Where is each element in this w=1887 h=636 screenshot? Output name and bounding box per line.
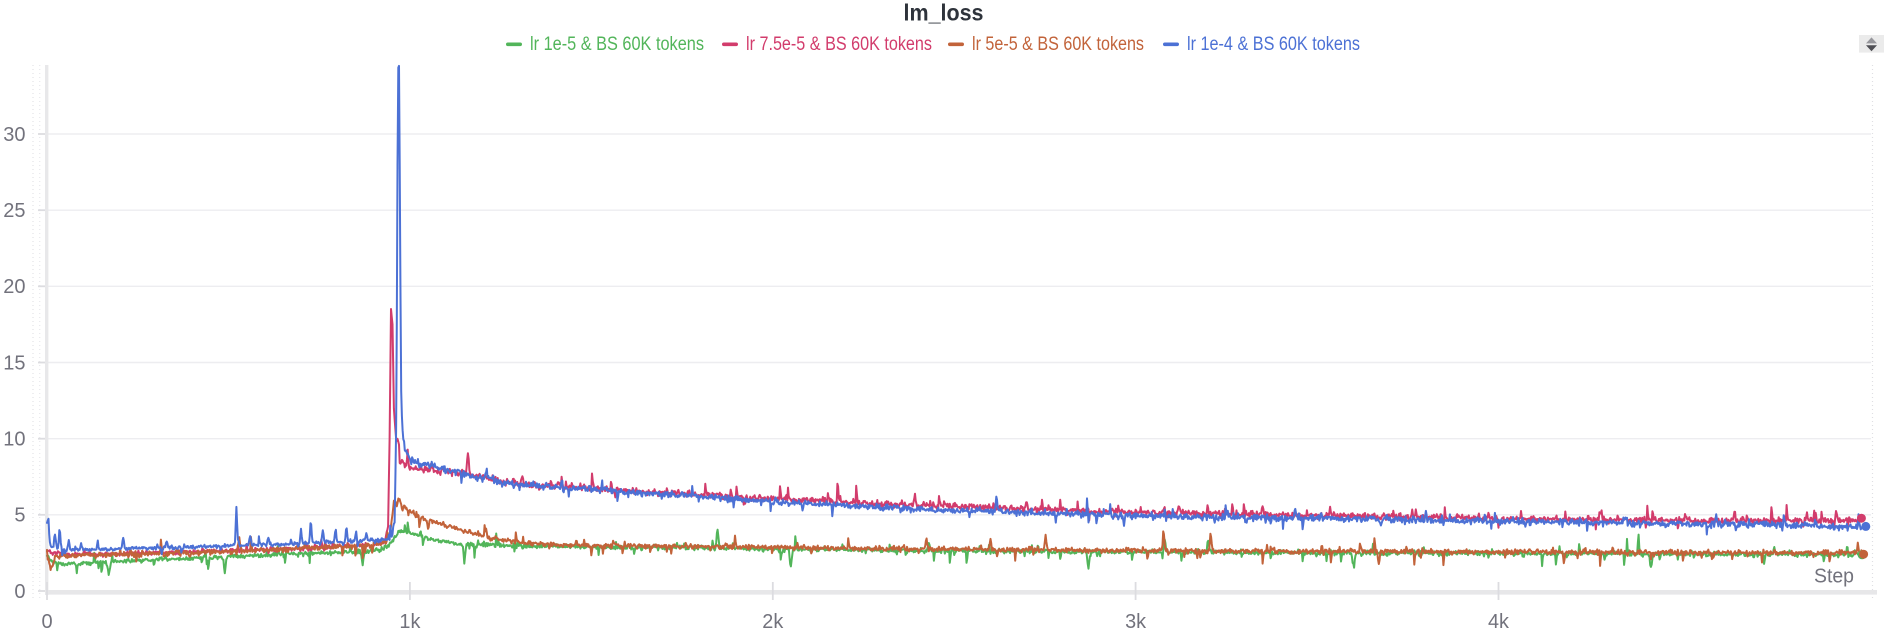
svg-text:0: 0 [14,581,25,603]
svg-text:Step: Step [1814,566,1854,588]
svg-text:2k: 2k [762,611,784,633]
svg-text:lr 5e-5 & BS 60K tokens: lr 5e-5 & BS 60K tokens [972,34,1144,55]
svg-text:30: 30 [3,124,25,146]
svg-text:10: 10 [3,429,25,451]
svg-text:0: 0 [41,611,52,633]
svg-text:15: 15 [3,352,25,374]
svg-text:1k: 1k [399,611,421,633]
svg-text:lr 7.5e-5 & BS 60K tokens: lr 7.5e-5 & BS 60K tokens [746,34,932,55]
svg-text:20: 20 [3,276,25,298]
svg-text:4k: 4k [1488,611,1510,633]
svg-text:lm_loss: lm_loss [904,0,984,26]
svg-text:3k: 3k [1125,611,1147,633]
svg-text:25: 25 [3,200,25,222]
svg-text:5: 5 [14,505,25,527]
svg-text:lr 1e-5 & BS 60K tokens: lr 1e-5 & BS 60K tokens [530,34,704,55]
svg-text:lr 1e-4 & BS 60K tokens: lr 1e-4 & BS 60K tokens [1187,34,1360,55]
